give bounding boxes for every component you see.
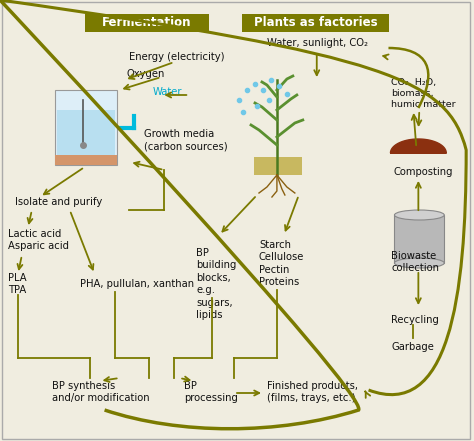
- Text: PLA
TPA: PLA TPA: [8, 273, 27, 295]
- Bar: [55, 90, 117, 165]
- Ellipse shape: [394, 210, 444, 220]
- Text: CO₂, H₂O,
biomass,
humic matter: CO₂, H₂O, biomass, humic matter: [392, 78, 456, 109]
- Bar: [394, 215, 444, 263]
- Text: Water, sunlight, CO₂: Water, sunlight, CO₂: [267, 38, 368, 48]
- Bar: [85, 14, 209, 32]
- Bar: [242, 14, 390, 32]
- Bar: [55, 155, 117, 165]
- Text: Lactic acid
Asparic acid: Lactic acid Asparic acid: [8, 229, 69, 251]
- Text: Isolate and purify: Isolate and purify: [15, 197, 102, 207]
- Text: Finished products,
(films, trays, etc.): Finished products, (films, trays, etc.): [267, 381, 358, 403]
- Text: Recycling: Recycling: [392, 315, 439, 325]
- Bar: [57, 110, 115, 160]
- Text: Growth media
(carbon sources): Growth media (carbon sources): [145, 129, 228, 151]
- Text: Fermentation: Fermentation: [102, 16, 191, 30]
- Text: Composting: Composting: [393, 167, 453, 177]
- Text: Water: Water: [153, 87, 182, 97]
- Text: BP
processing: BP processing: [184, 381, 238, 403]
- Text: Oxygen: Oxygen: [127, 69, 165, 79]
- Text: Garbage: Garbage: [392, 342, 434, 352]
- Text: PHA, pullulan, xanthan: PHA, pullulan, xanthan: [80, 279, 194, 289]
- Text: Biowaste
collection: Biowaste collection: [392, 251, 439, 273]
- Ellipse shape: [394, 258, 444, 268]
- Text: BP synthesis
and/or modification: BP synthesis and/or modification: [52, 381, 149, 403]
- Text: BP
building
blocks,
e.g.
sugars,
lipids: BP building blocks, e.g. sugars, lipids: [196, 248, 237, 320]
- Text: Starch
Cellulose
Pectin
Proteins: Starch Cellulose Pectin Proteins: [259, 240, 304, 287]
- Text: Energy (electricity): Energy (electricity): [129, 52, 225, 62]
- Bar: [254, 157, 302, 175]
- Polygon shape: [391, 139, 446, 153]
- Text: Plants as factories: Plants as factories: [254, 16, 378, 30]
